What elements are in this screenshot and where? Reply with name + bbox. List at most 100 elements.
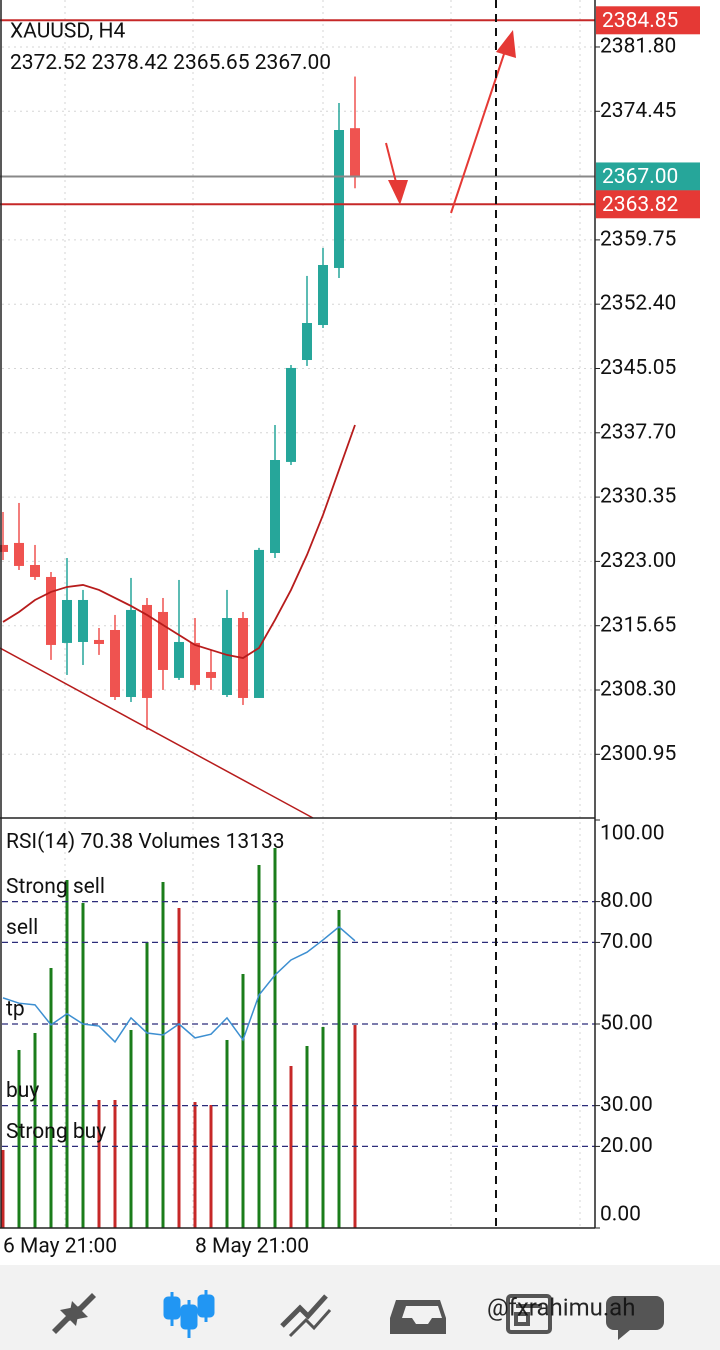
arrow — [450, 47, 507, 214]
trend-line — [0, 647, 314, 819]
candle-body — [14, 542, 24, 566]
candle-body — [222, 618, 232, 695]
volume-bar — [225, 1039, 229, 1228]
y-tick-label: 2308.30 — [600, 678, 676, 702]
candle-body — [0, 544, 8, 552]
y2-tick-label: 100.00 — [600, 822, 665, 846]
chart-layer: 2381.80 2374.45 2359.75 2352.40 2345.05 2337.… — [0, 6, 700, 1259]
volume-bar — [81, 902, 85, 1228]
icon — [606, 1296, 664, 1340]
candle-body — [270, 460, 280, 554]
candle-body — [62, 599, 72, 643]
y-tick-label: 2345.05 — [600, 356, 676, 380]
x-tick-label: 8 May 21:00 — [195, 1235, 309, 1259]
candle-body — [318, 264, 328, 326]
y2-tick-label: 80.00 — [600, 889, 653, 913]
icon — [506, 1294, 552, 1334]
nav-quotes[interactable] — [52, 1293, 96, 1334]
candle-body — [206, 671, 216, 678]
symbol-title: XAUUSD, H4 — [10, 20, 125, 44]
ohlc-open: 2372.52 — [10, 51, 87, 75]
volume-bar — [33, 1032, 37, 1228]
icon — [390, 1300, 446, 1334]
ma-line — [2, 424, 356, 659]
price-label-box — [596, 162, 700, 191]
icon — [163, 1296, 181, 1320]
x-tick-label: 6 May 21:00 — [3, 1235, 117, 1259]
candle-body — [302, 323, 312, 361]
volume-name: Volumes — [138, 830, 220, 854]
y-tick-label: 2381.80 — [600, 35, 676, 59]
frame — [0, 0, 596, 1229]
ohlc-close: 2367.00 — [255, 51, 331, 75]
volume-bar — [65, 879, 69, 1228]
arrow-head — [496, 30, 516, 58]
price-label: 2384.85 — [602, 9, 678, 33]
rsi-line — [2, 925, 356, 1044]
volume-bar — [337, 909, 341, 1228]
volume-bar — [305, 1046, 309, 1228]
nav-news[interactable] — [506, 1294, 552, 1334]
icon — [514, 1312, 530, 1326]
volume-bar — [241, 973, 245, 1228]
y-tick-label: 2315.65 — [600, 613, 676, 637]
y2-tick-label: 30.00 — [600, 1093, 653, 1117]
icon — [197, 1294, 215, 1318]
y2-tick-label: 0.00 — [600, 1203, 641, 1227]
rsi-name: RSI(14) — [6, 830, 75, 854]
y2-tick-label: 50.00 — [600, 1012, 653, 1036]
volume-bar — [273, 848, 277, 1228]
candle-body — [78, 599, 88, 642]
candle-body — [94, 639, 104, 644]
nav-chart[interactable] — [163, 1290, 215, 1338]
candle-body — [158, 611, 168, 670]
price-label: 2367.00 — [602, 165, 678, 189]
y-tick-label: 2359.75 — [600, 227, 676, 251]
y-tick-label: 2323.00 — [600, 549, 676, 573]
y-tick-label: 2300.95 — [600, 742, 676, 766]
rsi-level-label: buy — [6, 1079, 39, 1103]
candle-body — [174, 641, 184, 678]
volume-bar — [161, 882, 165, 1228]
price-label-box — [596, 6, 700, 35]
nav-history[interactable] — [390, 1300, 446, 1334]
candle-body — [350, 128, 360, 177]
price-label-box — [596, 190, 700, 219]
volume-bar — [209, 1105, 213, 1228]
candle-body — [254, 549, 264, 698]
candle-body — [286, 367, 296, 462]
icon — [280, 1294, 328, 1328]
nav-trade[interactable] — [280, 1294, 332, 1338]
volume-value: 13133 — [226, 830, 285, 854]
volume-bar — [145, 942, 149, 1228]
nav-bar — [0, 1265, 720, 1350]
volume-bar — [1, 1150, 5, 1228]
watermark: @fxrahimu.ah — [487, 1293, 635, 1321]
icon — [288, 1309, 332, 1338]
volume-bar — [129, 1029, 133, 1228]
candle-body — [46, 576, 56, 645]
rsi-level-label: Strong buy — [6, 1120, 106, 1144]
candle-body — [190, 642, 200, 685]
volume-bar — [353, 1025, 357, 1228]
rsi-level-label: Strong sell — [6, 875, 105, 899]
indicator-header: RSI(14) 70.38 Volumes 13133 — [6, 830, 285, 854]
volume-bar — [177, 908, 181, 1228]
y-tick-label: 2374.45 — [600, 99, 676, 123]
y-tick-label: 2337.70 — [600, 420, 676, 444]
y2-tick-label: 70.00 — [600, 930, 653, 954]
ohlc-low: 2365.65 — [173, 51, 249, 75]
price-label: 2363.82 — [602, 193, 679, 217]
volume-bar — [17, 1049, 21, 1228]
candle-body — [30, 564, 40, 577]
rsi-level-label: sell — [6, 916, 38, 940]
icon — [180, 1304, 198, 1330]
volume-bar — [49, 968, 53, 1228]
candle-body — [126, 609, 136, 698]
icon — [68, 1293, 96, 1321]
ohlc-high: 2378.42 — [92, 51, 169, 75]
volume-bar — [257, 865, 261, 1228]
nav-chat[interactable] — [606, 1296, 664, 1340]
